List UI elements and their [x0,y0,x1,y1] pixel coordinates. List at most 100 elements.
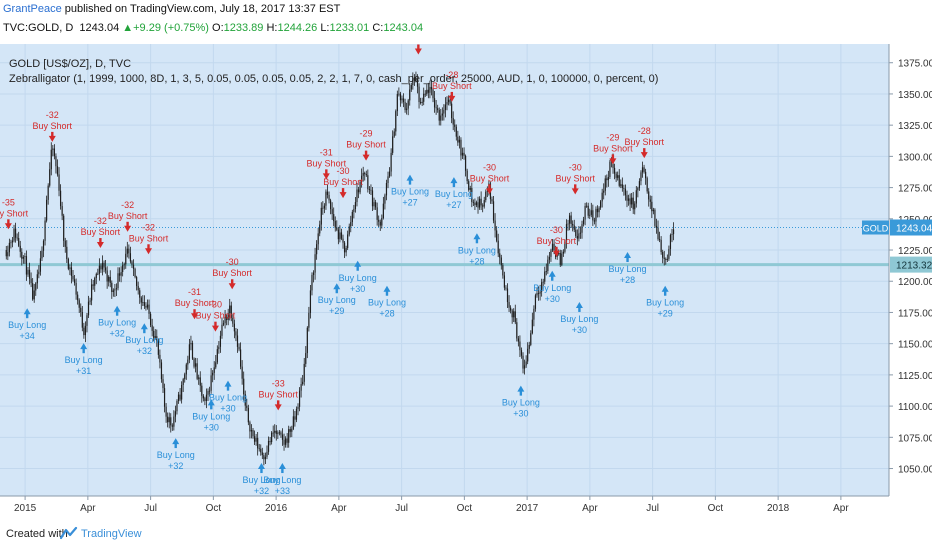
arrow-down-icon [191,313,199,320]
arrow-up-stem [578,306,581,312]
candle-body [486,190,488,192]
candle-body [63,215,65,241]
candle-body [181,384,183,400]
candle-body [226,316,228,320]
signal-value: -31 [188,287,201,297]
time-tick-label: Oct [708,503,724,514]
signal-value: -30 [209,300,222,310]
candle-body [662,252,664,258]
time-tick-label: Apr [80,503,96,514]
candle-body [235,331,237,336]
candle-body [412,77,414,86]
candle-body [483,200,485,207]
signal-value: +30 [572,325,587,335]
candle-body [638,181,641,189]
candle-body [362,172,364,176]
candle-body [292,416,294,429]
candle-body [173,416,175,427]
candle-body [246,405,248,408]
candle-body [395,111,397,132]
candle-body [16,237,18,239]
candle-body [421,101,423,104]
candle-body [371,190,374,207]
candle-body [157,340,159,355]
candle-body [457,136,459,143]
candle-body [308,312,310,328]
candle-body [35,283,37,291]
candle-body [182,379,184,385]
candle-body [294,416,296,420]
arrow-up-stem [281,468,284,474]
candle-body [222,323,225,325]
author-link[interactable]: GrantPeace [3,3,62,15]
signal-label: Buy Short [537,236,577,246]
signal-label: Buy Long [609,264,647,274]
tradingview-logo-icon[interactable] [60,526,78,540]
arrow-down-icon [4,223,12,230]
candle-body [330,200,332,210]
candle-body [44,220,46,241]
candle-body [496,230,498,241]
candle-body [289,429,291,432]
candle-body [340,232,343,239]
signal-label: Buy Long [502,398,540,408]
price-axis[interactable]: 1050.00 1075.00 1100.00 1125.00 1150.00 1175.… [888,44,932,519]
arrow-up-stem [452,182,456,188]
signal-value: -35 [2,197,15,207]
candle-body [384,195,386,204]
candle-body [261,452,263,456]
buy-long-signal: Buy Long+32 [98,305,136,339]
candle-body [449,99,451,104]
published-text: published on TradingView.com, July 18, 2… [64,3,341,15]
chart-title: GOLD [US$/OZ], D, TVC [9,58,131,70]
last-price: 1243.04 [79,22,120,34]
candle-body [600,201,602,208]
tradingview-brand[interactable]: TradingView [81,528,142,540]
candle-body [253,436,256,442]
time-axis[interactable]: 2015 Apr Jul Oct 2016 Apr Jul Oct 2017 Apr Jul Oct 2… [0,495,889,519]
candle-body [593,220,596,222]
signal-value: +29 [658,309,673,319]
candle-body [291,428,293,432]
candle-body [550,250,552,257]
price-tick-label: 1100.00 [898,402,932,413]
candle-body [598,207,600,213]
candle-body [631,197,633,205]
candle-body [38,271,40,275]
candle-body [257,437,259,449]
candle-body [382,203,384,218]
candle-body [472,201,474,203]
candle-body [167,416,169,423]
candle-body [142,302,144,303]
candle-body [267,440,270,452]
candle-body [582,219,585,225]
signal-label: Buy Short [432,81,472,91]
candle-body [78,300,80,308]
candle-body [426,89,428,95]
candle-body [41,250,43,259]
arrow-up-stem [408,179,412,185]
candle-body [654,209,656,226]
candle-body [339,232,341,240]
candle-body [243,378,245,395]
candle-body [55,156,57,167]
candle-body [347,234,349,249]
signal-value: +28 [469,256,484,266]
signal-label: Buy Long [318,295,356,305]
signal-value: -30 [483,162,496,172]
candle-body [323,205,325,209]
buy-short-signal: Buy Short-32 [81,216,121,249]
signal-value: -33 [272,378,285,388]
time-tick-label: Oct [206,503,222,514]
candle-body [420,102,422,104]
candle-body [199,377,201,386]
header-line-1: GrantPeace published on TradingView.com,… [3,3,340,15]
signal-value: +34 [20,331,35,341]
candle-body [584,205,586,220]
candle-body [278,432,280,434]
candle-body [578,233,580,239]
candle-body [249,422,251,432]
candle-body [632,197,634,210]
